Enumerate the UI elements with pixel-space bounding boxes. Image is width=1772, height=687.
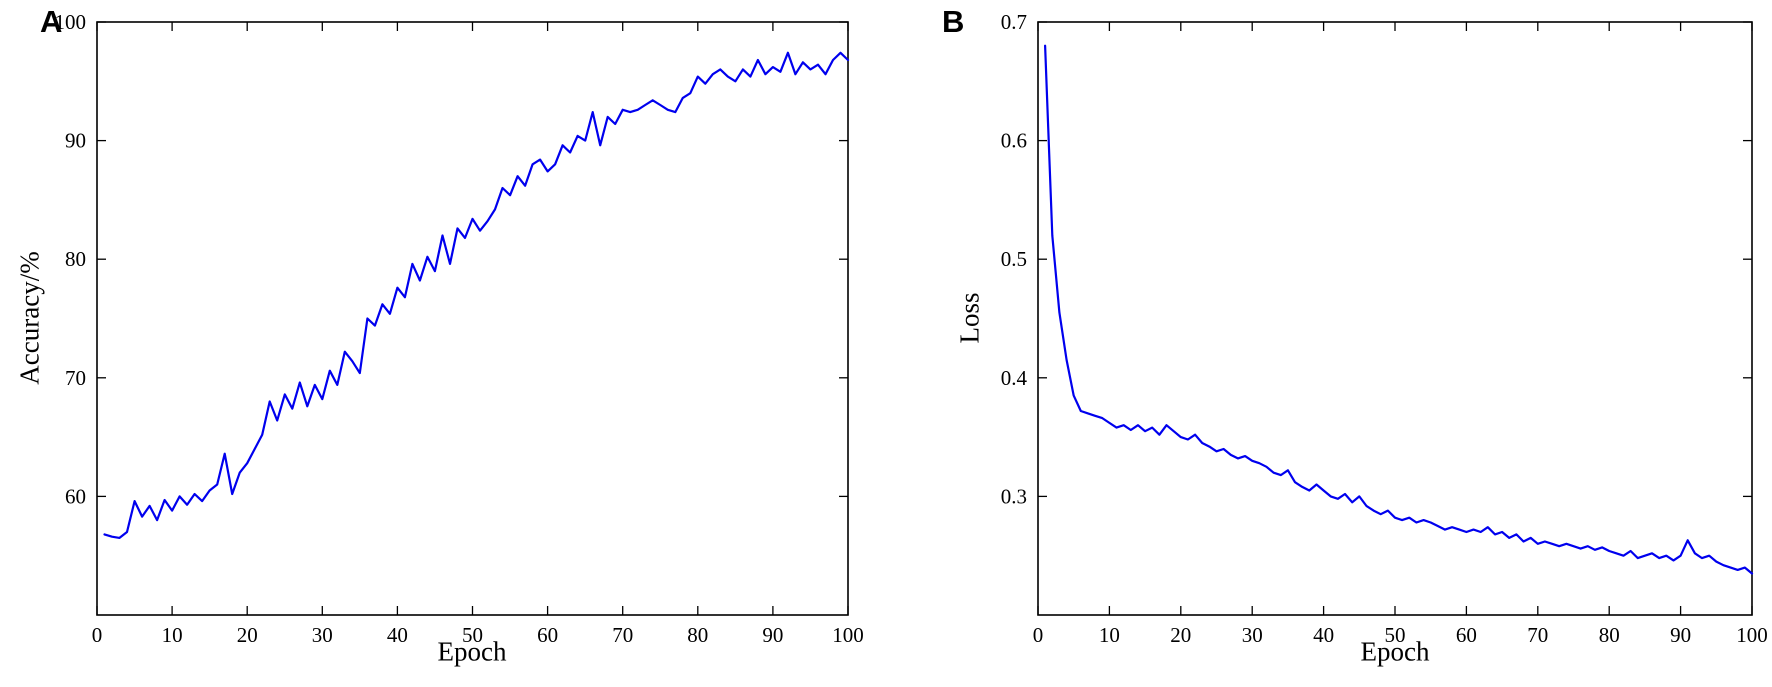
series-line-accuracy bbox=[103, 51, 850, 540]
panel-letter-b: B bbox=[942, 4, 965, 39]
plot-frame bbox=[96, 21, 849, 616]
x-tick-label: 100 bbox=[832, 623, 864, 647]
x-tick-label: 0 bbox=[92, 623, 103, 647]
accuracy-plot: 0 10 20 30 40 50 60 70 80 90 100 60 70 80 90 100 bbox=[55, 10, 864, 647]
panel-accuracy: A Accuracy/% Epoch 0 10 20 30 40 50 60 70 80 90 10… bbox=[15, 4, 864, 667]
y-tick-label: 0.4 bbox=[1001, 366, 1028, 390]
series-line-loss bbox=[1044, 44, 1754, 575]
x-tick-label: 50 bbox=[1385, 623, 1406, 647]
y-tick-label: 80 bbox=[65, 247, 86, 271]
x-tick-label: 0 bbox=[1033, 623, 1044, 647]
panel-letter-a: A bbox=[40, 4, 63, 39]
y-tick-label: 0.3 bbox=[1001, 484, 1027, 508]
x-axis-label-epoch-a: Epoch bbox=[437, 636, 507, 667]
y-tick-label: 90 bbox=[65, 129, 86, 153]
y-tick-label: 70 bbox=[65, 366, 86, 390]
plot-frame bbox=[1037, 21, 1753, 616]
x-tick-label: 60 bbox=[1456, 623, 1477, 647]
loss-plot: 0 10 20 30 40 50 60 70 80 90 100 0.3 0.4 0.5 0.6 0.7 bbox=[1001, 10, 1768, 647]
x-tick-label: 10 bbox=[162, 623, 183, 647]
x-tick-label: 70 bbox=[612, 623, 633, 647]
x-tick-label: 20 bbox=[1170, 623, 1191, 647]
x-tick-label: 90 bbox=[1670, 623, 1691, 647]
x-tick-label: 20 bbox=[237, 623, 258, 647]
x-axis-label-epoch-b: Epoch bbox=[1360, 636, 1430, 667]
x-tick-label: 90 bbox=[762, 623, 783, 647]
y-tick-label: 0.7 bbox=[1001, 10, 1027, 34]
y-tick-label: 0.6 bbox=[1001, 129, 1027, 153]
y-tick-label: 0.5 bbox=[1001, 247, 1027, 271]
x-tick-label: 10 bbox=[1099, 623, 1120, 647]
x-tick-label: 40 bbox=[1313, 623, 1334, 647]
y-tick-label: 60 bbox=[65, 484, 86, 508]
x-tick-label: 70 bbox=[1527, 623, 1548, 647]
x-tick-label: 60 bbox=[537, 623, 558, 647]
x-tick-label: 50 bbox=[462, 623, 483, 647]
x-tick-label: 30 bbox=[1242, 623, 1263, 647]
x-tick-label: 40 bbox=[387, 623, 408, 647]
panel-loss: B Loss Epoch 0 10 20 30 40 50 60 70 80 90 100 0.3 0.… bbox=[886, 0, 1772, 687]
x-tick-label: 30 bbox=[312, 623, 333, 647]
y-tick-label: 100 bbox=[55, 10, 87, 34]
x-tick-label: 80 bbox=[687, 623, 708, 647]
x-tick-label: 100 bbox=[1736, 623, 1768, 647]
x-tick-label: 80 bbox=[1599, 623, 1620, 647]
